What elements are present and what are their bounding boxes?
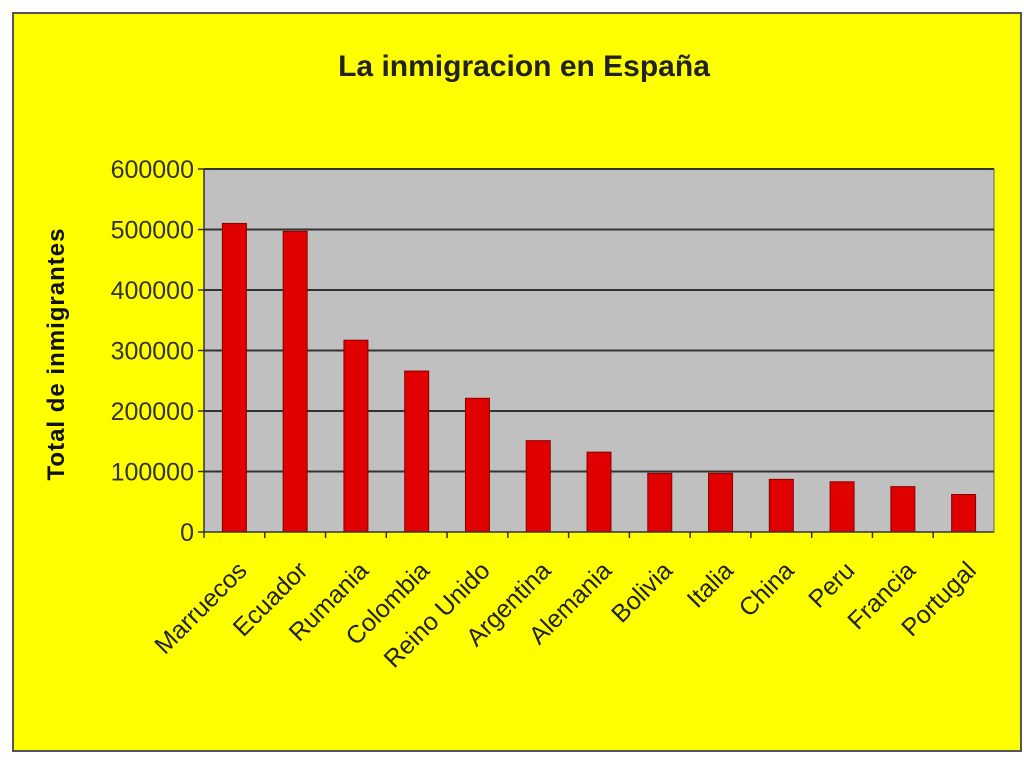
bar xyxy=(343,339,369,533)
bar xyxy=(768,478,794,533)
chart-frame: La inmigracion en España 0 100000 200000 30… xyxy=(12,12,1022,752)
x-tick-label: China xyxy=(734,556,800,622)
bar xyxy=(525,440,551,533)
y-axis-label: Total de inmigrantes xyxy=(43,228,70,481)
bar xyxy=(890,486,916,533)
y-tick-label: 400000 xyxy=(111,277,194,305)
gridlines xyxy=(204,168,994,473)
bar xyxy=(647,472,673,533)
bar-chart: La inmigracion en España 0 100000 200000 30… xyxy=(43,50,995,674)
x-tick-label: Italia xyxy=(682,556,739,613)
bar xyxy=(464,397,490,533)
x-tick-label: Bolivia xyxy=(606,556,678,628)
bar xyxy=(282,230,308,533)
bar xyxy=(708,472,734,533)
x-tick-label: Marruecos xyxy=(149,556,252,659)
y-tick-label: 200000 xyxy=(111,398,194,426)
bar xyxy=(951,493,977,533)
y-tick-label: 600000 xyxy=(111,156,194,184)
bars xyxy=(221,222,977,533)
bar xyxy=(586,451,612,533)
y-tick-label: 300000 xyxy=(111,338,194,366)
y-axis: 0 100000 200000 300000 400000 500000 600000 xyxy=(111,156,205,547)
bar xyxy=(221,222,247,533)
y-tick-label: 500000 xyxy=(111,217,194,245)
bar xyxy=(404,370,430,533)
bar xyxy=(829,481,855,533)
y-tick-label: 0 xyxy=(180,519,194,547)
chart-title: La inmigracion en España xyxy=(338,50,710,83)
y-tick-label: 100000 xyxy=(111,459,194,487)
